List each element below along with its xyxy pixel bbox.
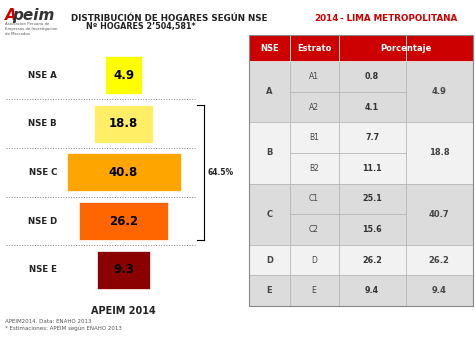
Text: 4.9: 4.9: [113, 69, 134, 81]
FancyBboxPatch shape: [79, 202, 168, 240]
Text: 7.7: 7.7: [365, 133, 379, 142]
Text: Porcentaje: Porcentaje: [380, 44, 431, 53]
Text: 26.2: 26.2: [429, 256, 449, 265]
Text: NSE A: NSE A: [28, 71, 57, 79]
Text: D: D: [266, 256, 273, 265]
Text: APEIM2014. Data: ENAHO 2013: APEIM2014. Data: ENAHO 2013: [5, 319, 91, 324]
Text: NSE B: NSE B: [28, 119, 57, 128]
Text: 15.6: 15.6: [362, 225, 382, 234]
Text: NSE E: NSE E: [29, 265, 57, 274]
Text: D: D: [311, 256, 317, 265]
FancyBboxPatch shape: [104, 56, 142, 94]
Text: DISTRIBUCIÓN DE HOGARES SEGÚN NSE: DISTRIBUCIÓN DE HOGARES SEGÚN NSE: [71, 14, 271, 23]
Text: NSE D: NSE D: [28, 217, 57, 225]
Text: 2014: 2014: [314, 14, 338, 23]
Text: - LIMA METROPOLITANA: - LIMA METROPOLITANA: [337, 14, 457, 23]
FancyBboxPatch shape: [94, 105, 153, 143]
Text: 26.2: 26.2: [109, 215, 138, 227]
Text: A1: A1: [309, 72, 319, 81]
Text: 9.3: 9.3: [113, 263, 134, 276]
Text: C1: C1: [309, 194, 319, 203]
Text: peim: peim: [12, 8, 55, 23]
Text: 4.9: 4.9: [432, 87, 446, 96]
Text: 64.5%: 64.5%: [208, 168, 234, 177]
Text: A2: A2: [309, 102, 319, 112]
Text: 26.2: 26.2: [362, 256, 382, 265]
Text: A: A: [5, 8, 17, 23]
Text: 25.1: 25.1: [362, 194, 382, 203]
Text: 9.4: 9.4: [365, 286, 379, 295]
Text: Estrato: Estrato: [297, 44, 331, 53]
Text: 11.1: 11.1: [362, 164, 382, 173]
Text: * Estimaciones: APEIM según ENAHO 2013: * Estimaciones: APEIM según ENAHO 2013: [5, 325, 122, 331]
Text: B1: B1: [309, 133, 319, 142]
Text: NSE: NSE: [260, 44, 279, 53]
Text: APEIM 2014: APEIM 2014: [91, 306, 156, 316]
Text: 9.4: 9.4: [432, 286, 446, 295]
FancyBboxPatch shape: [66, 153, 180, 191]
Text: E: E: [266, 286, 272, 295]
Text: Asociación Peruana de
Empresas de Investigación
de Mercados: Asociación Peruana de Empresas de Invest…: [5, 22, 57, 36]
Text: NSE C: NSE C: [28, 168, 57, 177]
Text: Nº HOGARES 2’504,581*: Nº HOGARES 2’504,581*: [86, 22, 196, 31]
Text: 40.7: 40.7: [429, 210, 449, 219]
Text: C: C: [266, 210, 273, 219]
Text: B2: B2: [309, 164, 319, 173]
Text: 4.1: 4.1: [365, 102, 379, 112]
Text: B: B: [266, 148, 273, 158]
Text: A: A: [266, 87, 273, 96]
Text: 40.8: 40.8: [109, 166, 138, 179]
FancyBboxPatch shape: [97, 251, 150, 289]
Text: 0.8: 0.8: [365, 72, 379, 81]
Text: 18.8: 18.8: [429, 148, 449, 158]
Text: C2: C2: [309, 225, 319, 234]
Text: 18.8: 18.8: [109, 117, 138, 130]
Text: E: E: [312, 286, 316, 295]
